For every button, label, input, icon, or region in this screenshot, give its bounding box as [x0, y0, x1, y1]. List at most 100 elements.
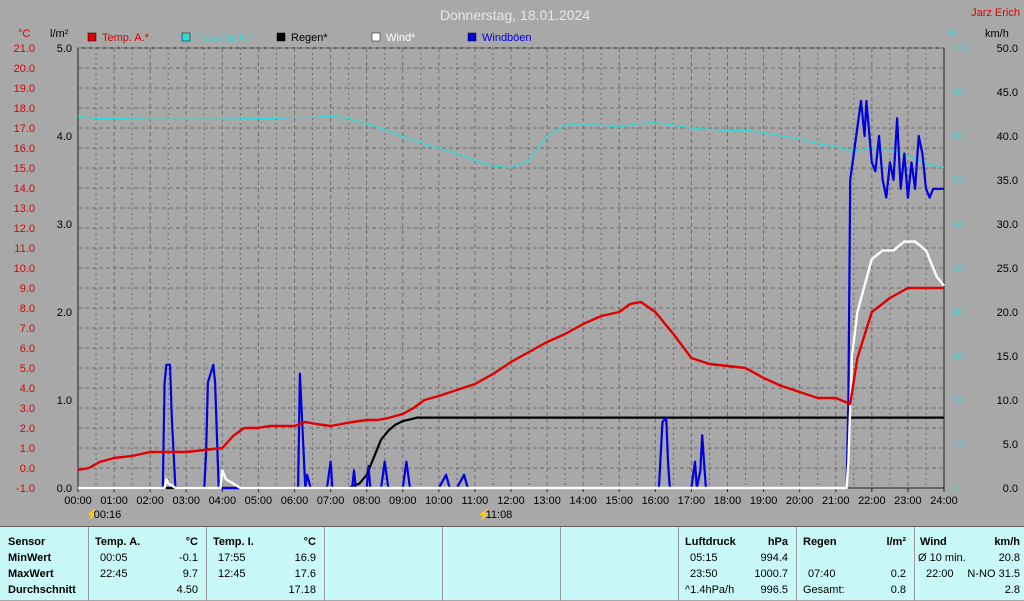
temp-tick-label: 2.0 [20, 423, 35, 435]
wind-avg10-value: 20.8 [998, 552, 1020, 564]
temp-i-unit: °C [303, 536, 316, 548]
humidity-tick-label: 90 [952, 87, 964, 99]
temp-a-unit: °C [185, 536, 198, 548]
column-separator [324, 527, 325, 601]
wind-tick-label: 45.0 [997, 87, 1018, 99]
row-label-avg: Durchschnitt [8, 584, 76, 596]
wind-tick-label: 30.0 [997, 219, 1018, 231]
temp-i-avg-value: 17.18 [288, 584, 316, 596]
temp-a-min-time: 00:05 [100, 552, 128, 564]
column-separator [914, 527, 915, 601]
temp-tick-label: 19.0 [14, 83, 35, 95]
humidity-tick-label: 10 [952, 439, 964, 451]
temp-tick-label: 21.0 [14, 43, 35, 55]
rain-header: Regen [803, 536, 837, 548]
wind-tick-label: 20.0 [997, 307, 1018, 319]
temp-tick-label: 10.0 [14, 263, 35, 275]
x-tick-label: 16:00 [642, 495, 670, 507]
wind-max-time: 22:00 [926, 568, 954, 580]
temp-a-avg-value: 4.50 [176, 584, 198, 596]
x-tick-label: 14:00 [569, 495, 597, 507]
temp-tick-label: 0.0 [20, 463, 35, 475]
row-label-max: MaxWert [8, 568, 54, 580]
legend-swatch [276, 32, 286, 42]
humidity-tick-label: 60 [952, 219, 964, 231]
temp-tick-label: 12.0 [14, 223, 35, 235]
temp-tick-label: 18.0 [14, 103, 35, 115]
marker-icon: ⚡ [478, 508, 492, 521]
pressure-trend: ^1.4hPa/h [685, 584, 735, 596]
marker-icon: ⚡ [86, 508, 100, 521]
temp-i-header: Temp. I. [213, 536, 254, 548]
temp-a-min-value: -0.1 [179, 552, 198, 564]
rain-tick-label: 3.0 [57, 219, 72, 231]
legend-label: Windböen [482, 32, 532, 44]
humidity-tick-label: 30 [952, 351, 964, 363]
pressure-max-time: 23:50 [690, 568, 718, 580]
temp-a-max-value: 9.7 [182, 568, 198, 580]
temp-i-max-value: 17.6 [294, 568, 316, 580]
rain-tick-label: 4.0 [57, 131, 72, 143]
humidity-tick-label: 100 [952, 43, 970, 55]
wind-tick-label: 25.0 [997, 263, 1018, 275]
temp-tick-label: 17.0 [14, 123, 35, 135]
column-separator [442, 527, 443, 601]
pressure-max-value: 1000.7 [754, 568, 788, 580]
x-tick-label: 19:00 [750, 495, 778, 507]
wind-tick-label: 5.0 [1003, 439, 1018, 451]
pressure-avg-value: 996.5 [760, 584, 788, 596]
unit-humidity: % [947, 28, 957, 40]
x-tick-label: 09:00 [389, 495, 417, 507]
legend-swatch [87, 32, 97, 42]
x-tick-label: 18:00 [714, 495, 742, 507]
x-tick-label: 17:00 [678, 495, 706, 507]
wind-tick-label: 35.0 [997, 175, 1018, 187]
humidity-line [77, 115, 945, 169]
rain-tick-label: 1.0 [57, 395, 72, 407]
legend-label: Temp. A.* [102, 32, 150, 44]
unit-wind: km/h [985, 28, 1009, 40]
humidity-tick-label: 40 [952, 307, 964, 319]
temp-tick-label: 5.0 [20, 363, 35, 375]
x-tick-label: 00:00 [64, 495, 92, 507]
marker-label: 00:16 [94, 509, 122, 521]
x-tick-label: 05:00 [245, 495, 273, 507]
wind-avg-value: 2.8 [1004, 584, 1020, 596]
humidity-tick-label: 0 [952, 483, 958, 495]
x-tick-label: 12:00 [497, 495, 525, 507]
legend-label: Regen* [291, 32, 328, 44]
legend-swatch [181, 32, 191, 42]
temp-tick-label: 8.0 [20, 303, 35, 315]
legend-label: Feuchte A.* [196, 32, 254, 44]
wind-avg10-label: Ø 10 min. [918, 552, 966, 564]
x-tick-label: 02:00 [136, 495, 164, 507]
temp-tick-label: 11.0 [14, 243, 35, 255]
column-separator [88, 527, 89, 601]
wind-tick-label: 15.0 [997, 351, 1018, 363]
temp-i-min-value: 16.9 [294, 552, 316, 564]
temp-a-max-time: 22:45 [100, 568, 128, 580]
temp-tick-label: 20.0 [14, 63, 35, 75]
pressure-header: Luftdruck [685, 536, 736, 548]
temp-tick-label: -1.0 [16, 483, 35, 495]
series-lines [77, 99, 945, 490]
wind-max-value: N-NO 31.5 [967, 568, 1020, 580]
x-tick-label: 10:00 [425, 495, 453, 507]
legend-swatch [467, 32, 477, 42]
legend: Temp. A.* Feuchte A.* Regen* Wind* Windböen [87, 32, 532, 44]
wind-tick-label: 50.0 [997, 43, 1018, 55]
x-tick-label: 23:00 [894, 495, 922, 507]
temp-i-min-time: 17:55 [218, 552, 246, 564]
pressure-min-value: 994.4 [760, 552, 788, 564]
temp-tick-label: 4.0 [20, 383, 35, 395]
x-tick-label: 20:00 [786, 495, 814, 507]
column-separator [560, 527, 561, 601]
temp-tick-label: 7.0 [20, 323, 35, 335]
wind-tick-label: 40.0 [997, 131, 1018, 143]
temp-tick-label: 16.0 [14, 143, 35, 155]
x-tick-label: 24:00 [930, 495, 958, 507]
pressure-min-time: 05:15 [690, 552, 718, 564]
humidity-tick-label: 70 [952, 175, 964, 187]
x-tick-label: 06:00 [281, 495, 309, 507]
temp-tick-label: 3.0 [20, 403, 35, 415]
